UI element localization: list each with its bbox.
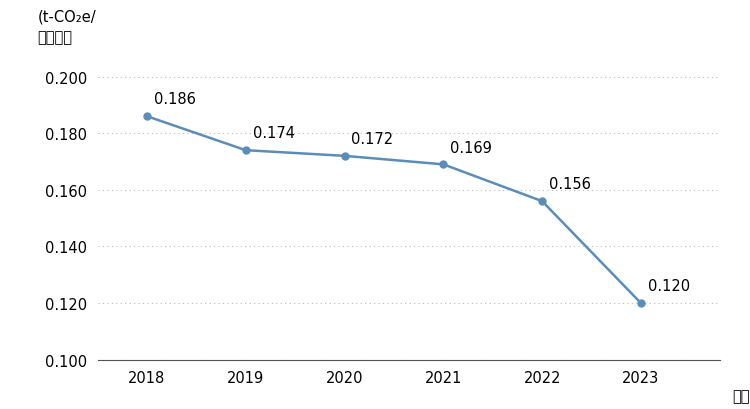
Text: （年度）: （年度） xyxy=(733,388,750,403)
Text: 0.172: 0.172 xyxy=(352,132,394,147)
Text: 0.120: 0.120 xyxy=(648,279,690,294)
Text: 0.169: 0.169 xyxy=(450,140,492,155)
Text: 0.186: 0.186 xyxy=(154,92,196,107)
Text: (t-CO₂e/: (t-CO₂e/ xyxy=(38,9,96,25)
Text: 百万円）: 百万円） xyxy=(38,30,73,45)
Text: 0.156: 0.156 xyxy=(549,177,591,192)
Text: 0.174: 0.174 xyxy=(253,126,295,141)
